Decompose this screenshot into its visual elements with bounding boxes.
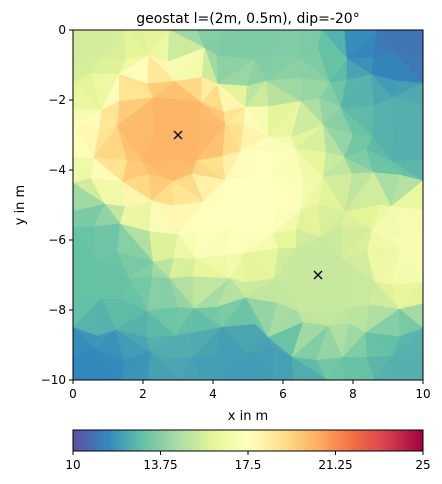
axes-frame [72,29,424,381]
x-tick-label: 0 [69,387,77,401]
y-tick-label: −4 [48,163,66,177]
data-marker [313,270,323,280]
colorbar-tick-label: 17.5 [235,458,262,472]
colorbar [72,429,424,452]
markers [173,130,323,280]
y-tick-label: −8 [48,303,66,317]
colorbar-axis: 10 13.75 17.5 21.25 25 [65,451,431,472]
x-tick-label: 10 [415,387,430,401]
x-axis: 0 2 4 6 8 10 [69,380,431,401]
colorbar-tick-label: 13.75 [143,458,177,472]
y-tick-label: −2 [48,93,66,107]
data-marker [173,130,183,140]
x-tick-label: 2 [139,387,147,401]
colorbar-tick-label: 25 [415,458,430,472]
colorbar-tick-label: 21.25 [318,458,352,472]
x-tick-label: 6 [279,387,287,401]
colorbar-tick-label: 10 [65,458,80,472]
chart-title: geostat l=(2m, 0.5m), dip=-20° [136,11,359,27]
y-axis-label: y in m [13,185,28,225]
plot-area [71,29,425,381]
x-tick-label: 4 [209,387,217,401]
x-tick-label: 8 [349,387,357,401]
y-tick-label: 0 [58,23,66,37]
x-axis-label: x in m [228,409,268,424]
y-tick-label: −10 [41,373,66,387]
y-tick-label: −6 [48,233,66,247]
y-axis: 0 −2 −4 −6 −8 −10 [41,23,73,387]
